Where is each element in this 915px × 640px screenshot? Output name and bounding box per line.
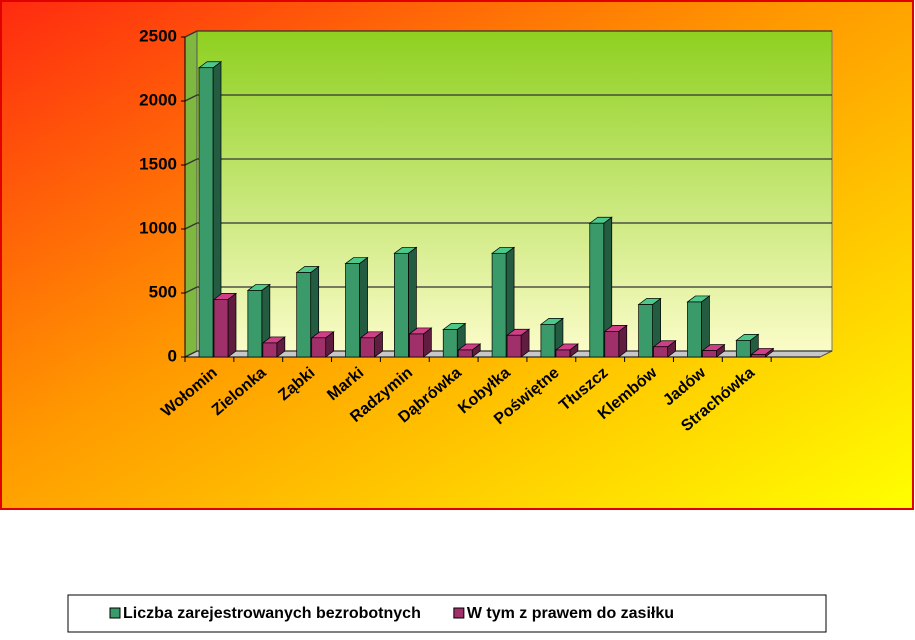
bar: [540, 324, 556, 358]
bar: [687, 301, 702, 358]
bar: [653, 346, 668, 358]
y-tick-label: 2500: [139, 26, 177, 45]
bar: [213, 299, 229, 358]
bar: [750, 354, 766, 358]
legend-box: [67, 594, 827, 633]
legend-swatch: [453, 607, 465, 619]
side-wall: [184, 30, 198, 358]
bar: [247, 290, 263, 358]
bar: [262, 342, 278, 358]
grid-line: [184, 30, 832, 38]
y-tick-label: 2000: [139, 90, 177, 109]
bar: [198, 67, 214, 358]
legend-swatch: [109, 607, 121, 619]
bar: [735, 340, 751, 358]
bar: [457, 349, 473, 358]
grid-line: [184, 222, 832, 230]
bar: [360, 337, 375, 358]
back-wall: [196, 30, 833, 352]
legend-label: W tym z prawem do zasiłku: [467, 605, 674, 622]
grid-line: [184, 158, 832, 166]
grid-line: [184, 286, 832, 294]
bar: [555, 349, 571, 358]
bar: [638, 304, 653, 358]
bar: [394, 252, 409, 358]
y-tick-label: 0: [168, 346, 177, 365]
y-tick-label: 1000: [139, 218, 177, 237]
bar: [506, 334, 522, 358]
bar: [311, 337, 327, 358]
y-tick-label: 1500: [139, 154, 177, 173]
y-tick-label: 500: [149, 282, 177, 301]
bar: [491, 252, 507, 358]
bar: [345, 263, 360, 358]
bar-side: [227, 292, 237, 358]
bar: [589, 222, 605, 358]
bar: [442, 329, 458, 358]
bar: [702, 350, 717, 358]
bar: [409, 333, 424, 358]
bar: [296, 272, 312, 358]
legend-label: Liczba zarejestrowanych bezrobotnych: [123, 605, 421, 622]
bar: [604, 331, 620, 358]
grid-line: [184, 94, 832, 102]
